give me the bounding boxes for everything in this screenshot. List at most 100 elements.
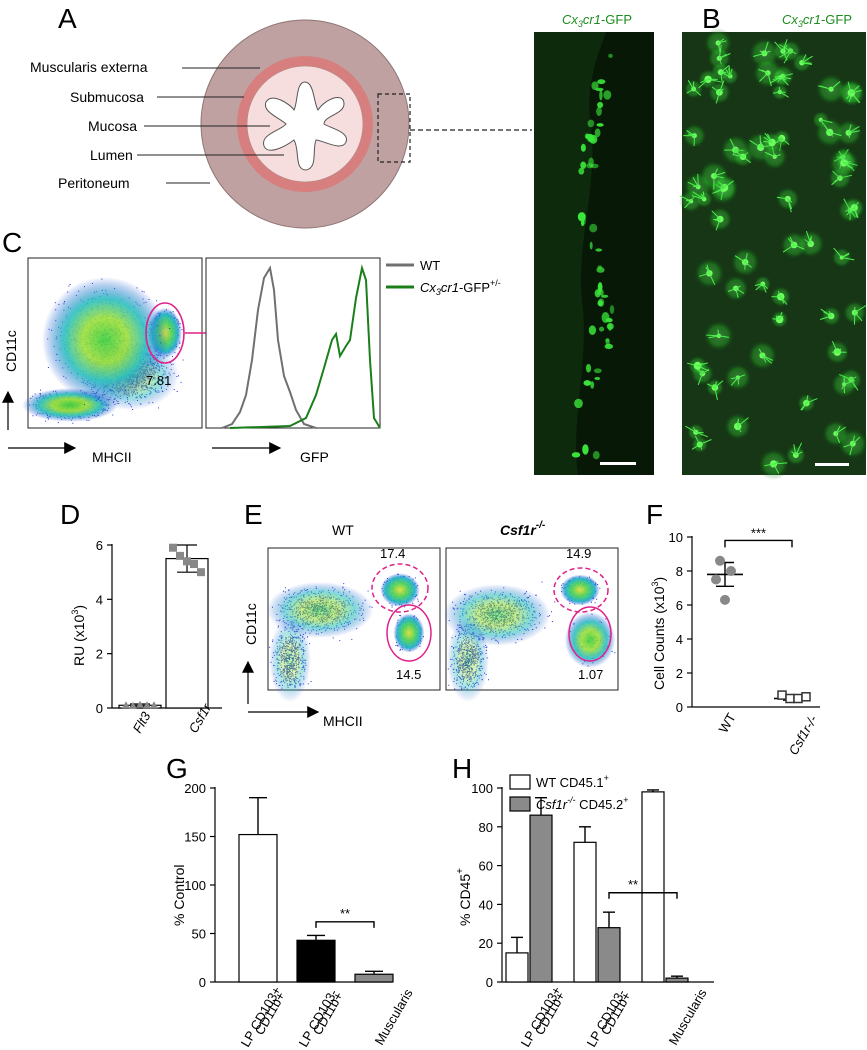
gfp-cell-process bbox=[806, 398, 818, 404]
gfp-cell bbox=[577, 212, 586, 222]
gfp-cell bbox=[590, 163, 599, 169]
gfp-cell-process bbox=[767, 72, 772, 87]
chart-d-point bbox=[197, 568, 205, 577]
flow-c-y-label: CD11c bbox=[3, 330, 19, 372]
gfp-cell-process bbox=[787, 198, 793, 210]
gfp-cell-process bbox=[782, 50, 788, 61]
gfp-cell-process bbox=[847, 81, 852, 94]
flow-c-x-label: MHCII bbox=[92, 449, 132, 465]
gfp-cell-process bbox=[697, 363, 704, 367]
gfp-cell-process bbox=[787, 238, 795, 246]
gfp-cell-process bbox=[719, 54, 727, 59]
gfp-cell-process bbox=[698, 78, 709, 89]
gfp-cell-process bbox=[749, 139, 761, 148]
gfp-cell bbox=[596, 291, 602, 295]
gfp-cell-process bbox=[846, 207, 855, 216]
gfp-cell-process bbox=[793, 444, 797, 456]
gfp-cell-process bbox=[839, 155, 845, 164]
gfp-cell-process bbox=[687, 79, 695, 90]
chart-d-y-tick-label: 4 bbox=[96, 592, 103, 607]
gfp-cell-process bbox=[692, 177, 699, 188]
gfp-cell bbox=[604, 343, 613, 350]
flow-event bbox=[367, 590, 369, 592]
gfp-cell-process bbox=[755, 283, 764, 291]
panel-letter-h: H bbox=[452, 753, 472, 784]
flow-e-title-wt: WT bbox=[332, 522, 354, 538]
gfp-cell-process bbox=[762, 355, 773, 364]
flow-event bbox=[176, 391, 178, 392]
gfp-cell-process bbox=[782, 39, 788, 52]
chart-d-point bbox=[169, 543, 177, 552]
flow-event bbox=[72, 422, 74, 424]
gfp-cell bbox=[580, 219, 585, 227]
gfp-cell-process bbox=[714, 387, 718, 401]
gfp-cell-process bbox=[763, 140, 773, 143]
gfp-cell-process bbox=[684, 200, 692, 209]
gfp-cell bbox=[594, 128, 601, 138]
gfp-cell bbox=[583, 380, 592, 386]
gfp-cell bbox=[588, 325, 597, 336]
gfp-cell-process bbox=[718, 40, 727, 44]
gfp-cell bbox=[597, 300, 603, 307]
gfp-cell-process bbox=[737, 426, 742, 433]
gfp-cell-process bbox=[692, 191, 705, 200]
gfp-cell bbox=[597, 282, 603, 293]
histogram-c: GFP bbox=[205, 257, 381, 465]
gfp-cell-process bbox=[708, 273, 716, 286]
gfp-cell-process bbox=[854, 312, 863, 322]
scale-bar-2 bbox=[815, 463, 849, 466]
gfp-cell bbox=[608, 53, 613, 59]
gfp-cell-process bbox=[744, 261, 752, 268]
gfp-cell-process bbox=[774, 41, 784, 52]
chart-d-y-tick-label: 2 bbox=[96, 647, 103, 662]
gfp-cell bbox=[592, 451, 600, 460]
gfp-cell bbox=[609, 305, 615, 314]
gfp-cell-process bbox=[800, 402, 807, 411]
gfp-cell-process bbox=[843, 443, 853, 448]
gfp-cell-process bbox=[754, 283, 763, 286]
gfp-cell bbox=[580, 161, 587, 169]
legend-c: WT Cx3cr1-GFP+/- bbox=[386, 258, 501, 297]
histogram-cx3cr1 bbox=[229, 264, 381, 429]
chart-d-point bbox=[143, 701, 151, 709]
gfp-cell-process bbox=[714, 218, 721, 221]
gfp-cell-process bbox=[777, 291, 782, 297]
gfp-cell-process bbox=[711, 210, 721, 220]
scale-bar-1 bbox=[600, 462, 636, 465]
panel-letter-e: E bbox=[244, 499, 263, 530]
gfp-cell-process bbox=[848, 125, 860, 134]
gfp-cell-process bbox=[720, 71, 733, 79]
flow-e-title-ko: Csf1r-/- bbox=[500, 520, 546, 538]
panel-letter-c: C bbox=[2, 227, 22, 258]
gfp-cell-process bbox=[713, 175, 724, 179]
flow-event bbox=[169, 328, 171, 329]
gfp-cell-process bbox=[829, 132, 834, 137]
gfp-cell-process bbox=[775, 315, 780, 320]
gfp-cell-process bbox=[717, 329, 720, 336]
gfp-cell-process bbox=[744, 253, 748, 263]
flow-event bbox=[32, 415, 34, 417]
flow-event bbox=[55, 390, 57, 392]
gfp-cell-process bbox=[700, 193, 705, 200]
gfp-cell-process bbox=[759, 50, 765, 54]
gfp-cell bbox=[591, 81, 599, 90]
gfp-cell-process bbox=[691, 444, 700, 450]
gfp-cell-process bbox=[831, 340, 838, 353]
gfp-cell-process bbox=[735, 287, 745, 294]
gfp-cell-process bbox=[762, 283, 767, 293]
gfp-cell-process bbox=[833, 247, 843, 258]
gfp-cell-process bbox=[713, 168, 718, 177]
gfp-cell bbox=[595, 87, 604, 92]
gfp-cell bbox=[589, 223, 598, 233]
flow-event bbox=[284, 587, 286, 589]
gfp-cell-process bbox=[836, 348, 842, 353]
hist-x-label: GFP bbox=[300, 449, 329, 465]
gfp-cell-process bbox=[791, 451, 797, 456]
gfp-cell-process bbox=[835, 426, 847, 435]
gfp-cell bbox=[574, 398, 583, 409]
gfp-cell-process bbox=[692, 185, 699, 188]
chart-d-point bbox=[129, 701, 137, 709]
gfp-cell-process bbox=[763, 41, 769, 54]
chart-d-bar bbox=[165, 557, 209, 709]
